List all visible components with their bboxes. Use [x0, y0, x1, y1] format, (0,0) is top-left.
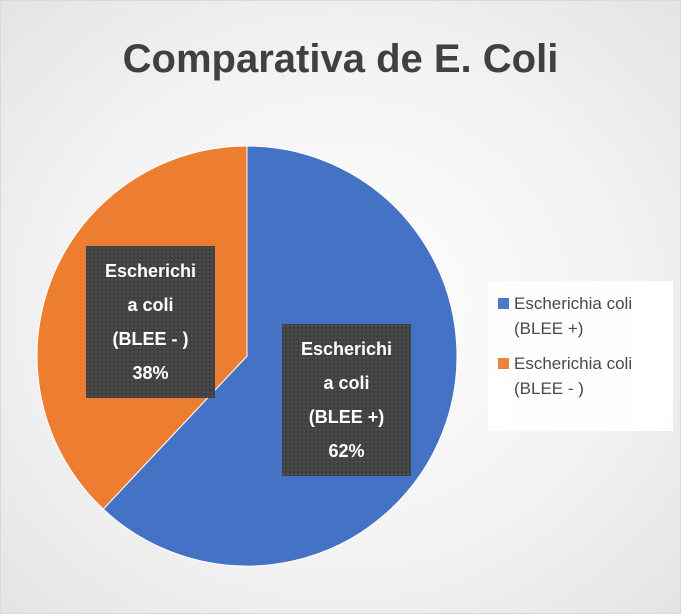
chart-title: Comparativa de E. Coli — [122, 37, 559, 81]
legend-entry: Escherichia coli (BLEE - ) — [498, 351, 664, 401]
data-label-name: Escherichia coli (BLEE - ) — [104, 261, 197, 349]
legend-label: Escherichia coli (BLEE +) — [514, 294, 633, 338]
data-label-value: 62% — [328, 441, 365, 461]
data-label-value: 38% — [132, 363, 169, 383]
data-label: Escherichia coli (BLEE - ) 38% — [86, 246, 215, 398]
data-label-name: Escherichia coli (BLEE +) — [300, 339, 393, 427]
legend-swatch — [498, 358, 509, 369]
legend-entry: Escherichia coli (BLEE +) — [498, 291, 664, 341]
legend: Escherichia coli (BLEE +) Escherichia col… — [488, 281, 673, 431]
data-label: Escherichia coli (BLEE +) 62% — [282, 324, 411, 476]
legend-swatch — [498, 298, 509, 309]
legend-label: Escherichia coli (BLEE - ) — [514, 354, 633, 398]
